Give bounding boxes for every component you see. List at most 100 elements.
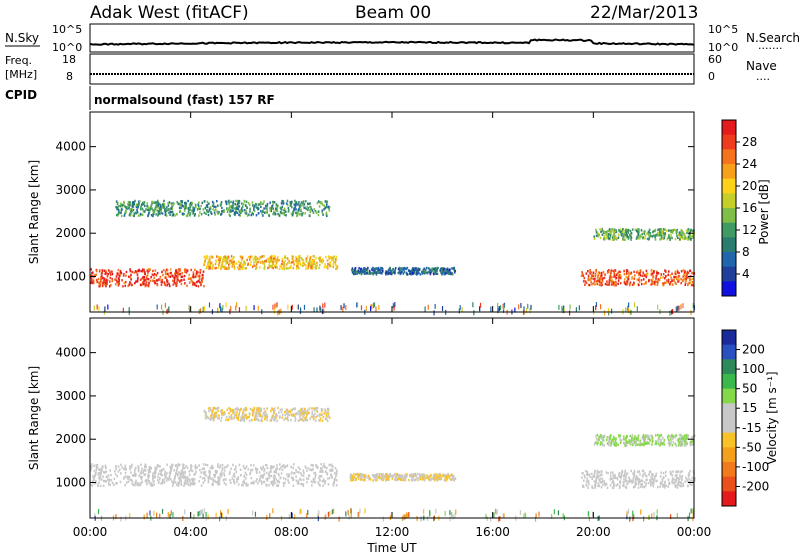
velocity-noise xyxy=(129,513,131,519)
power-point xyxy=(626,277,629,281)
power-point xyxy=(666,229,668,232)
velocity-point xyxy=(284,478,287,481)
velocity-point xyxy=(448,474,451,478)
power-point xyxy=(135,211,137,215)
velocity-point xyxy=(212,418,215,421)
power-point xyxy=(685,274,688,278)
power-point xyxy=(309,264,312,267)
power-point xyxy=(162,204,165,208)
velocity-point xyxy=(413,472,415,476)
power-point xyxy=(676,230,678,233)
velocity-point xyxy=(616,476,618,480)
power-point xyxy=(144,210,146,213)
power-point xyxy=(188,273,190,277)
power-point xyxy=(642,271,644,274)
velocity-point xyxy=(220,475,223,478)
power-noise xyxy=(441,306,444,312)
velocity-point xyxy=(227,464,229,467)
velocity-point xyxy=(674,442,677,446)
velocity-point xyxy=(674,479,677,482)
velocity-point xyxy=(619,434,621,437)
velocity-point xyxy=(244,414,247,417)
power-point xyxy=(167,202,169,205)
velocity-point xyxy=(420,475,422,478)
power-point xyxy=(624,283,627,286)
velocity-noise xyxy=(202,513,204,519)
velocity-point xyxy=(265,477,268,481)
velocity-point xyxy=(217,463,219,466)
power-point xyxy=(596,275,599,278)
power-point xyxy=(114,283,117,286)
power-point xyxy=(155,213,157,216)
power-point xyxy=(129,208,131,211)
power-point xyxy=(199,207,201,211)
power-point xyxy=(651,269,653,272)
power-point xyxy=(366,269,369,272)
power-point xyxy=(683,276,685,280)
velocity-point xyxy=(242,416,245,419)
velocity-point xyxy=(102,470,105,474)
velocity-point xyxy=(645,434,647,437)
velocity-point xyxy=(182,466,184,469)
power-point xyxy=(325,214,328,218)
velocity-point xyxy=(290,476,293,479)
velocity-point xyxy=(310,415,313,418)
power-point xyxy=(201,277,203,280)
velocity-point xyxy=(129,465,131,468)
power-point xyxy=(598,233,600,237)
velocity-point xyxy=(115,465,117,468)
velocity-point xyxy=(134,473,136,476)
power-point xyxy=(242,263,244,267)
velocity-point xyxy=(306,469,308,472)
velocity-noise xyxy=(193,514,195,520)
power-point xyxy=(133,214,135,218)
power-point xyxy=(122,285,124,288)
velocity-point xyxy=(675,444,678,447)
velocity-point xyxy=(634,435,637,438)
velocity-point xyxy=(287,479,289,482)
velocity-point xyxy=(651,434,653,438)
power-point xyxy=(671,279,673,283)
power-point xyxy=(660,228,662,231)
velocity-point xyxy=(383,475,386,479)
power-point xyxy=(193,208,196,211)
power-point xyxy=(169,275,171,278)
power-point xyxy=(626,282,629,285)
velocity-noise xyxy=(291,512,293,518)
velocity-point xyxy=(599,433,602,437)
power-point xyxy=(608,279,611,282)
power-point xyxy=(174,282,176,285)
power-point xyxy=(138,268,140,272)
power-point xyxy=(105,272,108,275)
velocity-point xyxy=(298,471,300,474)
power-point xyxy=(284,210,287,213)
power-point xyxy=(119,269,122,273)
velocity-point xyxy=(96,483,99,487)
power-point xyxy=(629,272,632,275)
power-point xyxy=(675,275,677,279)
power-point xyxy=(163,281,166,284)
velocity-point xyxy=(685,441,688,444)
velocity-point xyxy=(312,480,315,484)
velocity-noise xyxy=(215,512,217,518)
power-point xyxy=(676,269,679,272)
power-point xyxy=(645,280,647,284)
power-point xyxy=(633,283,635,286)
power-point xyxy=(614,235,617,238)
velocity-point xyxy=(294,419,297,422)
velocity-point xyxy=(440,477,443,481)
velocity-point xyxy=(291,476,294,480)
power-point xyxy=(680,277,682,281)
velocity-point xyxy=(298,412,300,416)
velocity-point xyxy=(423,473,425,476)
power-noise xyxy=(627,305,629,311)
velocity-point xyxy=(144,473,147,476)
velocity-point xyxy=(321,470,324,473)
power-point xyxy=(449,272,451,276)
velocity-noise xyxy=(325,513,327,519)
power-point xyxy=(405,271,408,275)
power-point xyxy=(604,273,606,276)
velocity-point xyxy=(218,479,221,482)
power-point xyxy=(159,278,161,281)
power-point xyxy=(253,209,256,213)
